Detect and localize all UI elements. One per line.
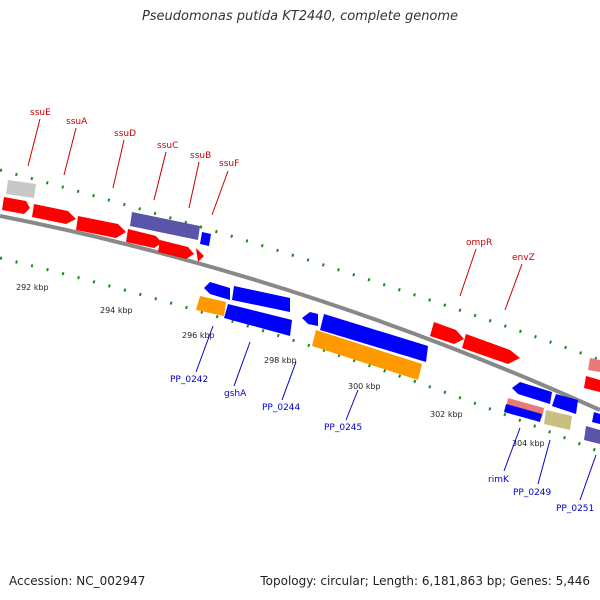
scale-label: 292 kbp [16,283,49,292]
scale-label: 304 kbp [512,439,545,448]
gene-PP_0242-b[interactable] [232,286,290,312]
gene-ssuB2[interactable] [126,229,162,248]
gene-PP_0245[interactable] [312,330,422,380]
gene-PP_0242-a[interactable] [204,282,230,300]
gene-right-edge[interactable] [584,376,600,392]
scale-label: 296 kbp [182,331,215,340]
gene-ssuF-tail[interactable] [196,248,204,262]
label-ssuD: ssuD [114,129,136,139]
label-ssuF: ssuF [219,159,239,169]
label-PP_0244: PP_0244 [262,403,301,413]
forward-label-group: ssuE ssuA ssuD ssuC ssuB ssuF ompR envZ [27,108,535,311]
gene-right-pink[interactable] [588,358,600,372]
label-ssuC: ssuC [157,141,178,151]
gene-PP_0245-blue[interactable] [320,314,428,362]
genome-summary-text: Topology: circular; Length: 6,181,863 bp… [260,574,590,588]
label-PP_0242: PP_0242 [170,375,208,385]
scale-label: 294 kbp [100,306,133,315]
gene-ssuE[interactable] [6,180,36,198]
scale-label: 298 kbp [264,356,297,365]
accession-text: Accession: NC_002947 [9,574,146,588]
label-ompR: ompR [466,238,492,248]
label-envZ: envZ [512,253,535,263]
gene-ssuD[interactable] [32,204,76,224]
gene-PP_0251[interactable] [584,426,600,444]
gene-rimK-b[interactable] [552,394,578,414]
forward-genes [2,180,600,392]
label-ssuA: ssuA [66,117,88,127]
gene-PP_0242[interactable] [196,296,226,316]
gene-envZ[interactable] [462,334,520,364]
gene-ssuB[interactable] [130,212,200,240]
reverse-genes [196,282,600,444]
gene-rimK[interactable] [504,404,542,422]
label-gshA: gshA [224,389,247,399]
scale-label: 302 kbp [430,410,463,419]
reverse-label-group: PP_0242 gshA PP_0244 PP_0245 rimK PP_024… [170,325,597,514]
label-PP_0249: PP_0249 [513,488,552,498]
gene-gshA[interactable] [224,304,292,336]
gene-PP_0244[interactable] [302,312,318,326]
label-rimK: rimK [488,475,510,485]
outer-tick-row-upper [0,168,600,362]
map-title: Pseudomonas putida KT2440, complete geno… [141,9,459,24]
gene-ssuF[interactable] [158,240,194,259]
gene-PP_0251-blue[interactable] [592,412,600,424]
scale-labels: 292 kbp 294 kbp 296 kbp 298 kbp 300 kbp … [16,283,545,448]
label-ssuB: ssuB [190,151,211,161]
gene-ssuC[interactable] [76,216,126,238]
gene-ssuA[interactable] [2,197,30,214]
gene-rimK-a[interactable] [512,382,552,404]
scale-label: 300 kbp [348,382,381,391]
gene-ompR[interactable] [430,322,464,344]
gene-PP_0249[interactable] [544,410,572,430]
label-ssuE: ssuE [30,108,51,118]
label-PP_0245: PP_0245 [324,423,362,433]
gene-blue-small[interactable] [200,232,211,246]
label-PP_0251: PP_0251 [556,504,594,514]
genome-backbone [0,214,600,412]
